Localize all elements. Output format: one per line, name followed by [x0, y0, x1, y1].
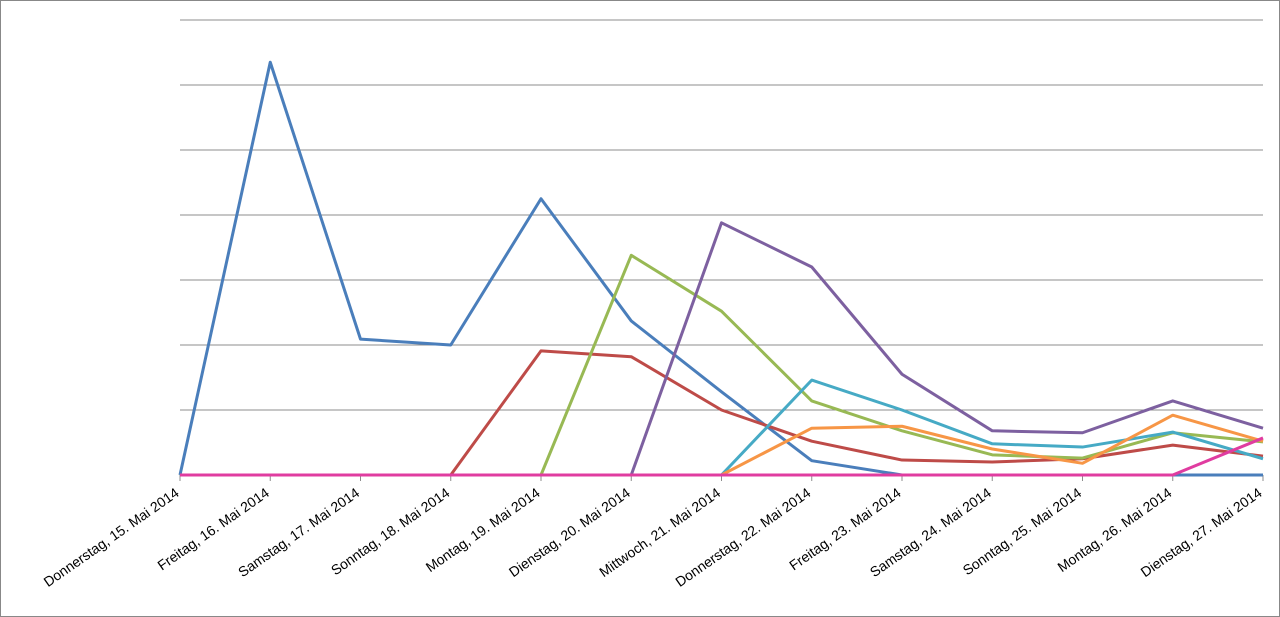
series-line: [720, 378, 1264, 477]
series-line: [449, 349, 1264, 476]
series-line: [180, 436, 1264, 477]
series-line: [539, 253, 1264, 476]
series-line: [629, 221, 1264, 476]
series-line: [720, 413, 1264, 477]
